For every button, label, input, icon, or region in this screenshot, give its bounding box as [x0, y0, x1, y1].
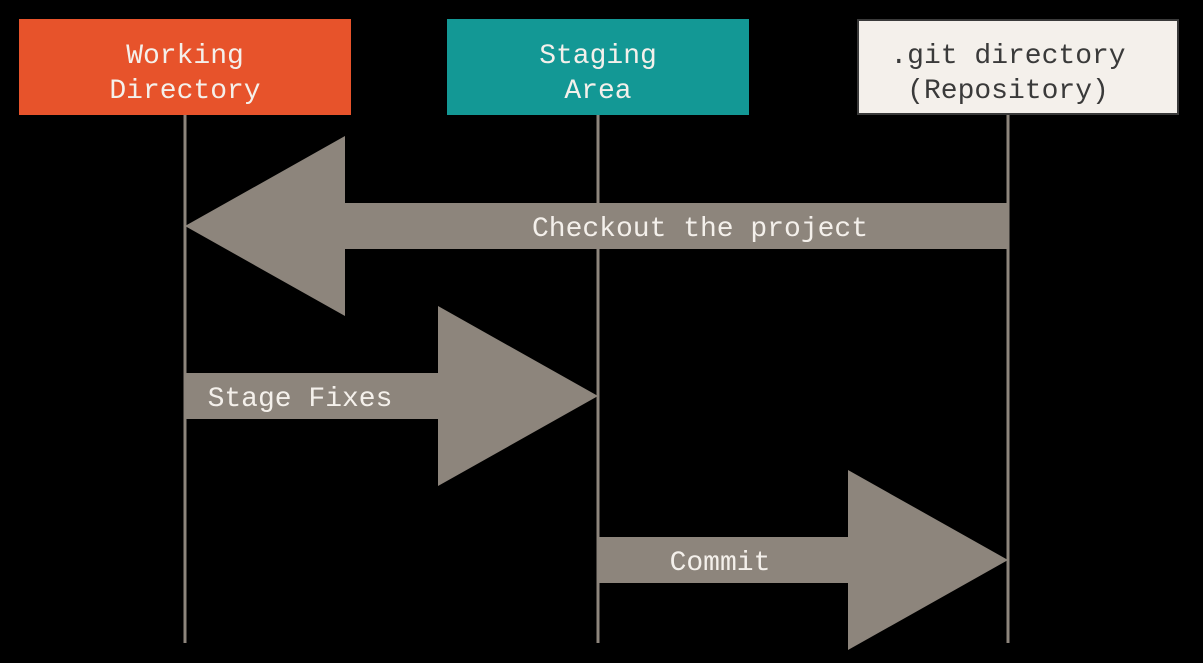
arrow-label-stage: Stage Fixes — [208, 384, 393, 415]
arrow-label-checkout: Checkout the project — [532, 214, 868, 245]
arrow-label-commit: Commit — [670, 548, 771, 579]
